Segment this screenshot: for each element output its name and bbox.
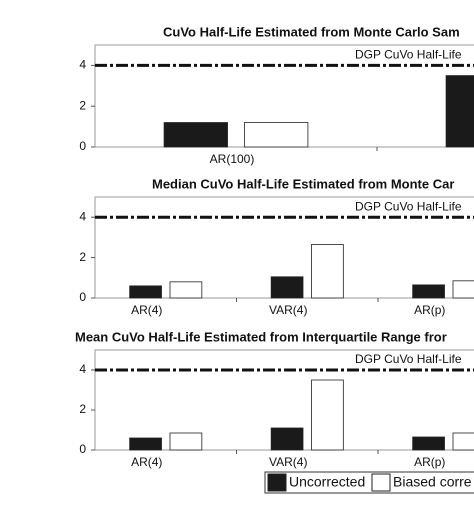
x-tick-label: VAR(4) — [269, 455, 307, 469]
bar — [270, 276, 304, 299]
bar — [452, 432, 474, 451]
y-tick-label: 4 — [79, 362, 86, 376]
legend-label: Biased corre — [393, 474, 472, 490]
y-tick-label: 2 — [79, 98, 86, 112]
bar — [412, 436, 445, 451]
legend-swatch — [267, 473, 287, 492]
bar — [129, 285, 162, 299]
x-tick-label: AR(100) — [210, 152, 255, 166]
reference-label: DGP CuVo Half-Life — [355, 48, 462, 62]
x-tick-label: AR(p) — [414, 455, 445, 469]
bar — [163, 122, 228, 148]
y-tick-label: 2 — [79, 250, 86, 264]
chart-title: Mean CuVo Half-Life Estimated from Inter… — [75, 329, 447, 344]
y-tick-label: 4 — [79, 58, 86, 72]
legend-label: Uncorrected — [289, 474, 365, 490]
x-tick-label: VAR(4) — [269, 303, 307, 317]
reference-label: DGP CuVo Half-Life — [355, 352, 462, 366]
bar — [311, 244, 344, 299]
bar — [270, 427, 304, 451]
bar — [244, 122, 309, 148]
y-tick-label: 2 — [79, 402, 86, 416]
bar — [129, 437, 162, 451]
chart-title: Median CuVo Half-Life Estimated from Mon… — [152, 176, 454, 191]
y-tick-label: 0 — [79, 139, 86, 153]
y-tick-label: 0 — [79, 442, 86, 456]
legend-box — [264, 471, 474, 494]
x-tick-label: AR(p) — [414, 303, 445, 317]
bar — [169, 432, 203, 451]
bar — [169, 281, 203, 299]
reference-label: DGP CuVo Half-Life — [355, 199, 462, 213]
bar — [452, 280, 474, 299]
x-tick-label: AR(4) — [131, 303, 162, 317]
chart-title: CuVo Half-Life Estimated from Monte Carl… — [163, 24, 460, 39]
legend-swatch — [371, 473, 391, 492]
bar — [311, 379, 344, 451]
bar — [445, 75, 474, 148]
y-tick-label: 4 — [79, 209, 86, 223]
bar — [412, 284, 445, 299]
y-tick-label: 0 — [79, 290, 86, 304]
x-tick-label: AR(4) — [131, 455, 162, 469]
